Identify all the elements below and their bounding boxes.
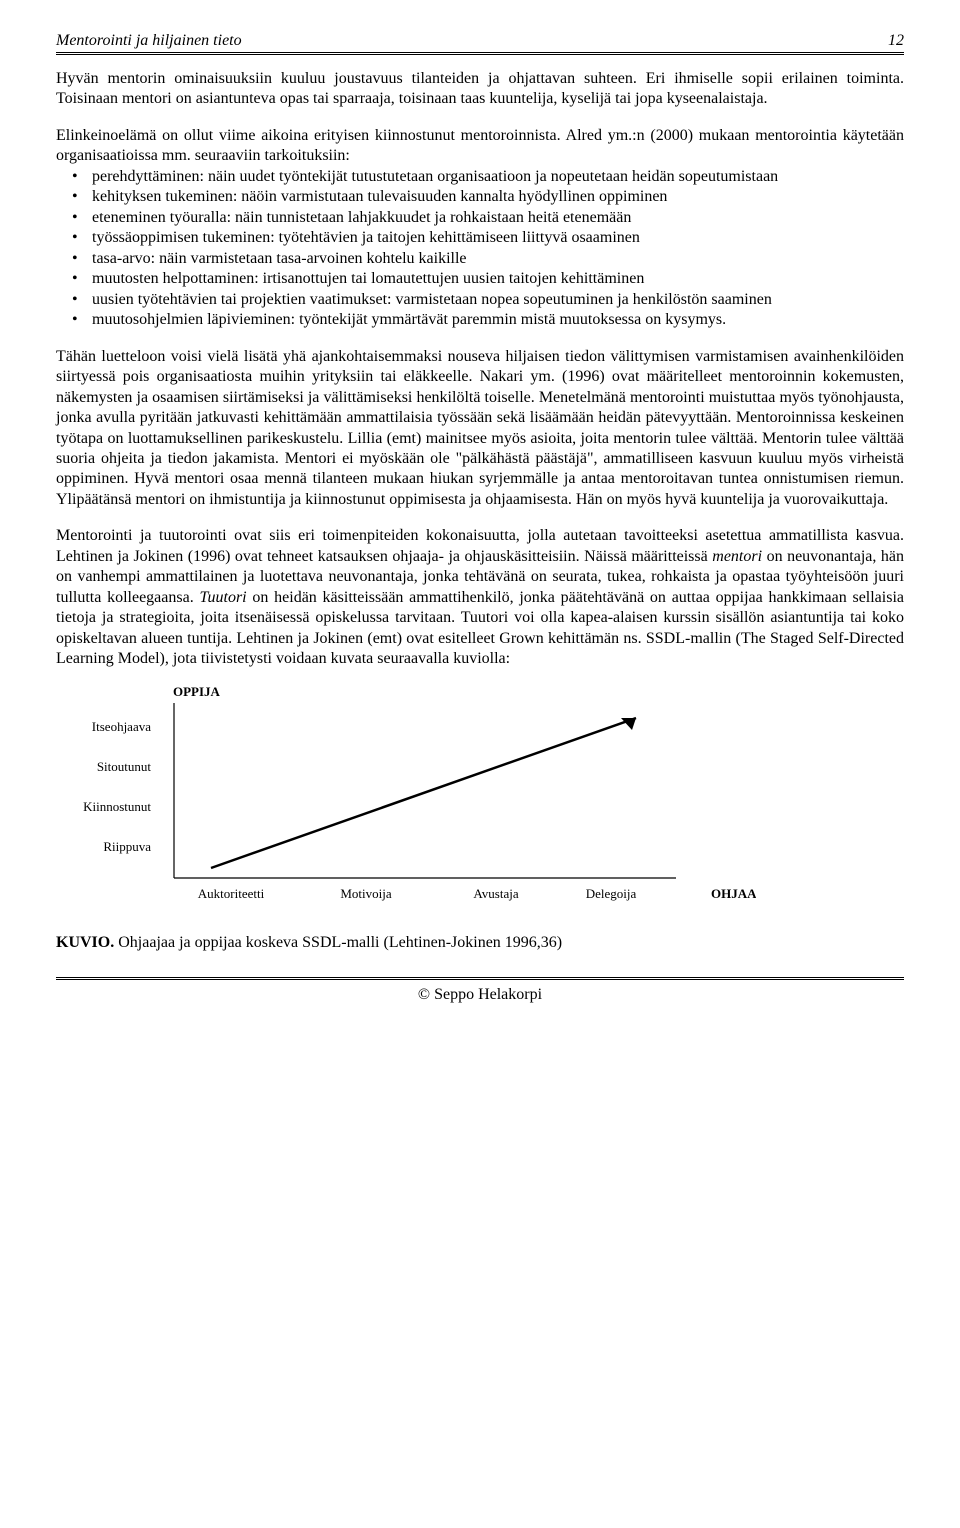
list-item: muutosten helpottaminen: irtisanottujen … [92,269,904,289]
running-header: Mentorointi ja hiljainen tieto 12 [56,32,904,50]
list-item: työssäoppimisen tukeminen: työtehtävien … [92,228,904,248]
y-label-3: Riippuva [103,839,151,854]
trend-line [211,718,636,868]
intro-paragraph: Hyvän mentorin ominaisuuksiin kuuluu jou… [56,69,904,110]
paragraph-3: Mentorointi ja tuutorointi ovat siis eri… [56,526,904,669]
para3-mentori: mentori [712,548,762,565]
y-label-2: Kiinnostunut [83,799,151,814]
caption-text: Ohjaajaa ja oppijaa koskeva SSDL-malli (… [114,934,562,951]
para3-tuutori: Tuutori [199,589,246,606]
list-item: tasa-arvo: näin varmistetaan tasa-arvoin… [92,249,904,269]
running-title: Mentorointi ja hiljainen tieto [56,32,242,50]
ssdl-chart: OPPIJA Itseohjaava Sitoutunut Kiinnostun… [56,678,904,913]
page-number: 12 [888,32,904,50]
header-divider-2 [56,54,904,55]
x-label-0: Auktoriteetti [198,886,265,901]
x-label-2: Avustaja [473,886,518,901]
purpose-list: perehdyttäminen: näin uudet työntekijät … [56,167,904,331]
caption-keyword: KUVIO. [56,934,114,951]
arrowhead-icon [621,718,636,730]
footer-divider-2 [56,979,904,980]
y-label-1: Sitoutunut [97,759,152,774]
header-divider-1 [56,52,904,53]
list-item: uusien työtehtävien tai projektien vaati… [92,290,904,310]
y-label-0: Itseohjaava [92,719,151,734]
figure-caption: KUVIO. Ohjaajaa ja oppijaa koskeva SSDL-… [56,933,904,953]
chart-svg: OPPIJA Itseohjaava Sitoutunut Kiinnostun… [56,678,756,913]
elinkeino-paragraph: Elinkeinoelämä on ollut viime aikoina er… [56,126,904,167]
y-axis-title: OPPIJA [173,684,221,699]
paragraph-2: Tähän luetteloon voisi vielä lisätä yhä … [56,347,904,511]
list-item: eteneminen työuralla: näin tunnistetaan … [92,208,904,228]
x-label-3: Delegoija [586,886,637,901]
list-item: kehityksen tukeminen: näöin varmistutaan… [92,187,904,207]
list-item: perehdyttäminen: näin uudet työntekijät … [92,167,904,187]
x-label-1: Motivoija [340,886,392,901]
footer-copyright: © Seppo Helakorpi [56,986,904,1004]
list-item: muutosohjelmien läpivieminen: työntekijä… [92,310,904,330]
footer-divider-1 [56,977,904,978]
x-axis-title: OHJAAJA [711,886,756,901]
